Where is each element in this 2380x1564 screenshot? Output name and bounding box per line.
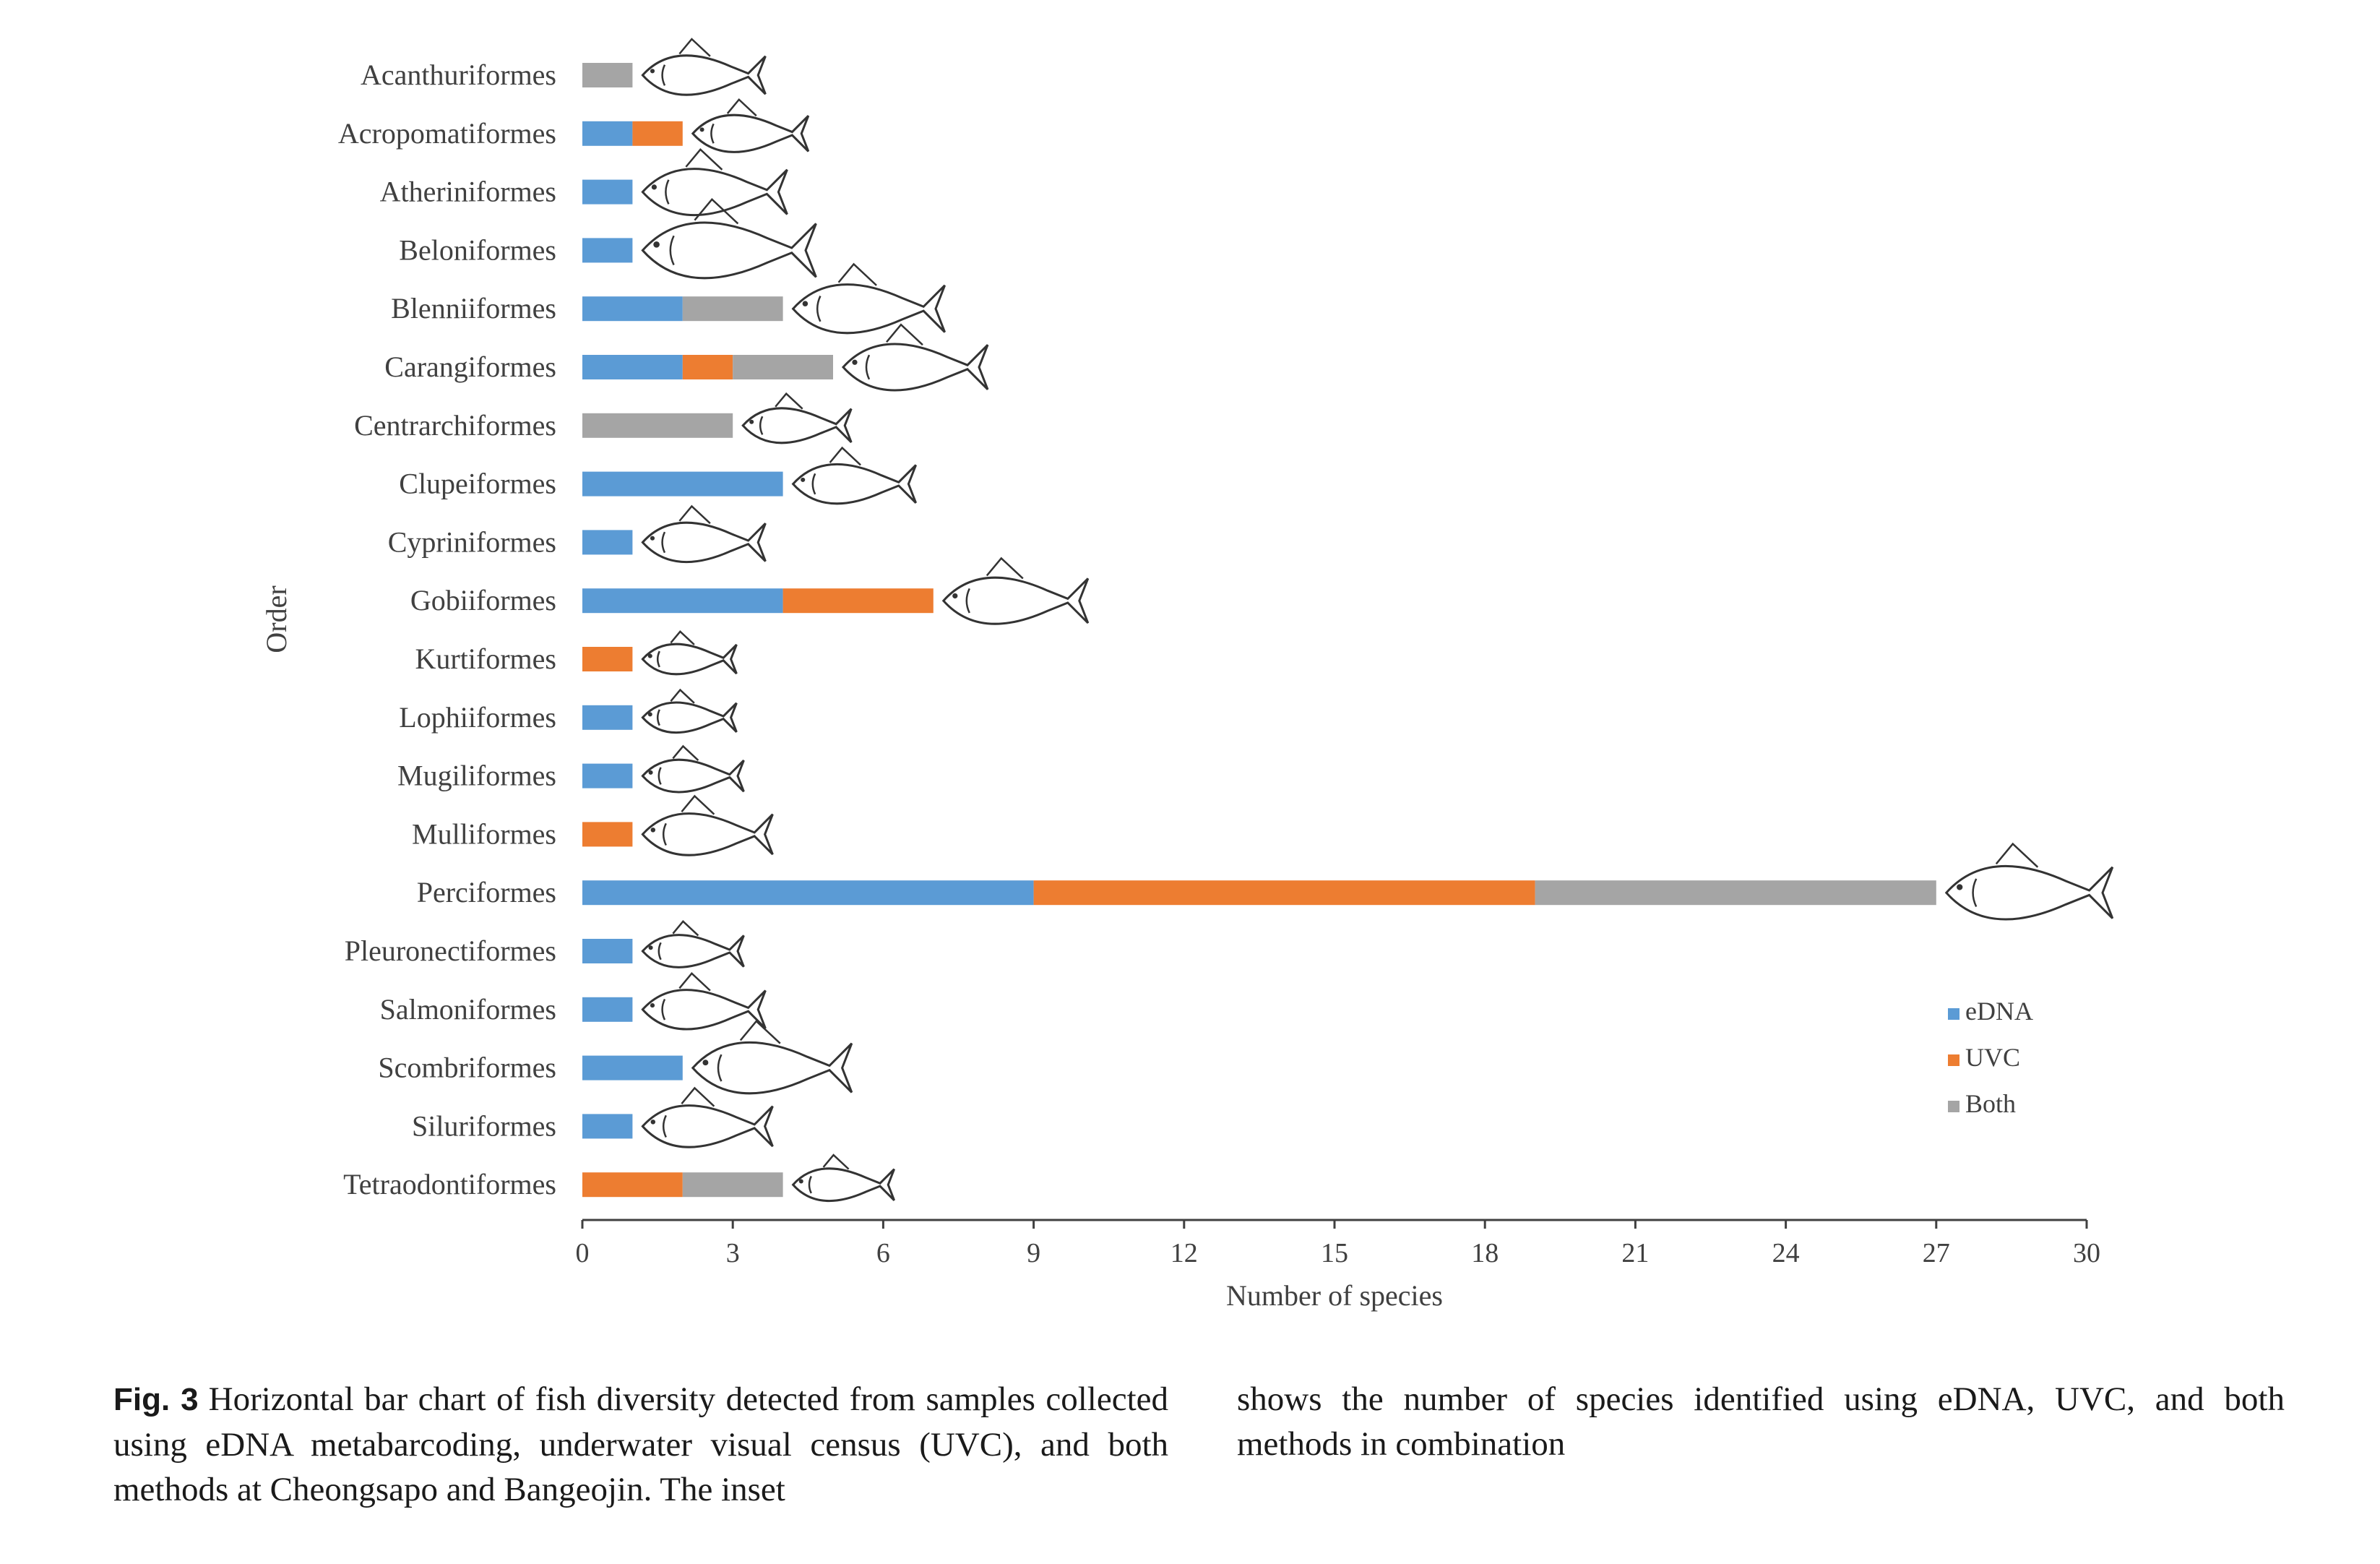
fish-silhouette-icon [641,688,738,734]
figure-caption-right: shows the number of species identified u… [1237,1377,2285,1466]
bar-segment-edna [582,179,633,205]
x-tick-label: 9 [1027,1238,1040,1268]
x-tick-label: 0 [576,1238,590,1268]
fish-silhouette-icon [641,794,774,856]
x-tick-label: 30 [2073,1238,2100,1268]
figure-caption-left: Fig. 3 Horizontal bar chart of fish diver… [113,1377,1168,1512]
bar-segment-edna [582,588,783,614]
fish-silhouette-icon [641,744,745,794]
category-label: Mulliformes [412,817,556,850]
bar-segment-uvc [582,822,633,847]
x-tick-label: 12 [1170,1238,1198,1268]
bar-segment-edna [582,471,783,497]
fish-silhouette-icon [641,1086,774,1148]
bar-segment-both [733,355,833,379]
x-tick-label: 24 [1772,1238,1800,1268]
bar-segment-uvc [782,588,934,614]
x-tick-label: 18 [1471,1238,1499,1268]
category-label: Salmoniformes [380,993,556,1026]
fish-silhouette-icon [691,1020,853,1095]
category-label: Clupeiformes [399,468,556,500]
category-label: Perciformes [417,876,556,908]
x-tick-label: 21 [1621,1238,1649,1268]
fish-silhouette-icon [641,920,745,968]
bar-segment-edna [582,238,633,263]
fish-silhouette-icon [641,147,788,216]
category-label: Kurtiformes [415,643,556,675]
fish-silhouette-icon [641,198,817,280]
x-tick-label: 27 [1923,1238,1950,1268]
x-tick-label: 15 [1321,1238,1348,1268]
bar-segment-both [582,63,633,87]
fish-silhouette-icon [641,38,767,96]
category-label: Lophiiformes [399,701,556,734]
bar-segment-edna [582,1114,633,1139]
caption-text-left: Horizontal bar chart of fish diversity d… [113,1380,1168,1508]
category-label: Pleuronectiformes [345,934,556,967]
bar-segment-uvc [682,355,733,379]
fish-silhouette-icon [691,98,810,153]
category-label: Mugiliformes [397,760,556,792]
chart-area: Order Acanthuriformes Acropomatiformes Athe… [260,38,2114,1312]
fish-silhouette-icon [791,262,946,335]
bar-segment-edna [582,355,683,379]
y-axis-title: Order [260,585,293,653]
bar-segment-edna [582,939,633,963]
legend-swatch [1948,1054,1959,1066]
category-label: Centrarchiformes [354,409,556,442]
figure-label: Fig. 3 [113,1382,199,1417]
category-label: Acropomatiformes [338,117,556,150]
bar-segment-edna [582,530,633,555]
category-label: Blenniiformes [391,292,556,325]
category-label: Gobiiformes [410,584,556,616]
fish-silhouette-icon [1944,842,2114,921]
bar-segment-edna [582,763,633,789]
category-label: Siluriformes [412,1109,556,1142]
caption-text-right: shows the number of species identified u… [1237,1380,2285,1463]
bar-segment-edna [582,121,633,146]
legend-label: UVC [1965,1043,2020,1072]
category-label: Acanthuriformes [361,59,556,91]
bar-segment-edna [582,705,633,730]
bar-segment-edna [582,880,1034,906]
category-label: Cypriniformes [388,525,556,558]
x-tick-label: 6 [876,1238,890,1268]
x-axis-title: Number of species [1226,1279,1443,1312]
bar-segment-uvc [582,1172,683,1198]
fish-silhouette-icon [791,1153,895,1203]
bar-segment-both [682,1172,783,1198]
bar-segment-edna [582,296,683,322]
bar-segment-both [682,296,783,322]
fish-silhouette-icon [941,557,1090,625]
fish-silhouette-icon [791,446,917,505]
legend-swatch [1948,1101,1959,1112]
x-tick-label: 3 [726,1238,740,1268]
legend-label: Both [1965,1089,2016,1118]
bar-segment-both [1535,880,1936,906]
category-label: Atheriniformes [380,176,556,208]
fish-silhouette-icon [741,392,853,444]
legend-label: eDNA [1965,997,2033,1026]
category-label: Scombriformes [378,1052,556,1084]
bar-segment-uvc [1033,880,1535,906]
bar-segment-edna [582,1055,683,1080]
bar-segment-uvc [632,121,683,146]
category-label: Beloniformes [399,233,556,266]
fish-silhouette-icon [641,630,738,676]
legend-swatch [1948,1008,1959,1020]
fish-silhouette-icon [641,504,767,564]
bar-segment-uvc [582,647,633,671]
fish-silhouette-icon [641,972,767,1031]
fish-silhouette-icon [841,323,989,392]
bar-segment-both [582,413,733,438]
stacked-bar-chart: Order Acanthuriformes Acropomatiformes Athe… [260,38,2114,1312]
bar-segment-edna [582,997,633,1022]
category-label: Tetraodontiformes [343,1168,556,1200]
category-label: Carangiformes [384,351,556,383]
